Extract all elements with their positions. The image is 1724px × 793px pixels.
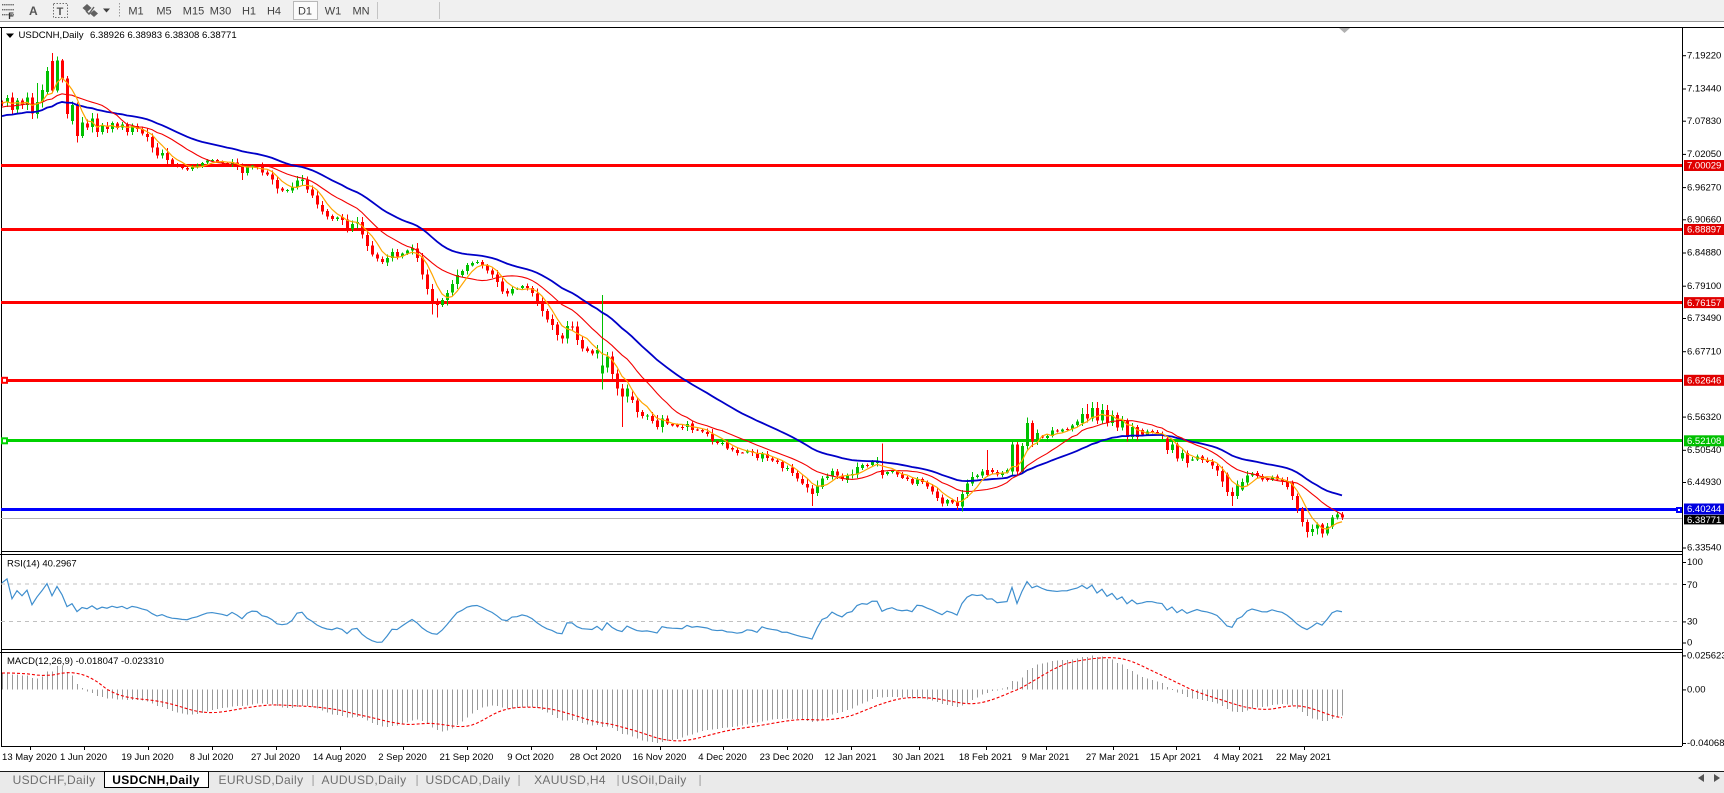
svg-text:0.025623: 0.025623	[1687, 651, 1724, 662]
svg-text:6.62646: 6.62646	[1687, 376, 1721, 387]
svg-text:30: 30	[1687, 617, 1698, 628]
svg-text:6.38926 6.38983 6.38308 6.3877: 6.38926 6.38983 6.38308 6.38771	[90, 30, 237, 41]
svg-text:|: |	[698, 773, 701, 787]
svg-text:4 Dec 2020: 4 Dec 2020	[698, 752, 747, 763]
svg-text:M1: M1	[128, 6, 143, 18]
svg-text:18 Feb 2021: 18 Feb 2021	[959, 752, 1012, 763]
svg-text:|: |	[415, 773, 418, 787]
svg-text:70: 70	[1687, 580, 1698, 591]
svg-text:22 May 2021: 22 May 2021	[1276, 752, 1331, 763]
svg-text:6.88897: 6.88897	[1687, 225, 1721, 236]
svg-text:14 Aug 2020: 14 Aug 2020	[313, 752, 366, 763]
svg-text:XAUUSD,H4: XAUUSD,H4	[534, 773, 606, 787]
svg-text:MACD(12,26,9) -0.018047 -0.023: MACD(12,26,9) -0.018047 -0.023310	[7, 656, 164, 667]
svg-text:0: 0	[1687, 638, 1692, 649]
svg-text:USDCNH,Daily: USDCNH,Daily	[19, 30, 84, 41]
svg-text:RSI(14) 40.2967: RSI(14) 40.2967	[7, 559, 77, 570]
svg-text:23 Dec 2020: 23 Dec 2020	[760, 752, 814, 763]
svg-text:H4: H4	[267, 6, 281, 18]
svg-text:7.13440: 7.13440	[1687, 84, 1721, 95]
svg-text:6.50540: 6.50540	[1687, 445, 1721, 456]
svg-text:6.76157: 6.76157	[1687, 298, 1721, 309]
svg-text:1 Jun 2020: 1 Jun 2020	[60, 752, 107, 763]
svg-text:D1: D1	[298, 6, 312, 18]
svg-text:6.44930: 6.44930	[1687, 477, 1721, 488]
svg-text:15 Apr 2021: 15 Apr 2021	[1150, 752, 1201, 763]
svg-text:9 Mar 2021: 9 Mar 2021	[1021, 752, 1069, 763]
svg-text:6.90660: 6.90660	[1687, 215, 1721, 226]
svg-text:100: 100	[1687, 557, 1703, 568]
svg-text:7.02050: 7.02050	[1687, 149, 1721, 160]
svg-text:USDCNH,Daily: USDCNH,Daily	[112, 773, 200, 787]
svg-text:6.33540: 6.33540	[1687, 543, 1721, 554]
svg-text:21 Sep 2020: 21 Sep 2020	[440, 752, 494, 763]
svg-text:6.52108: 6.52108	[1687, 436, 1721, 447]
svg-text:8 Jul 2020: 8 Jul 2020	[190, 752, 234, 763]
svg-text:6.40244: 6.40244	[1687, 504, 1721, 515]
svg-text:12 Jan 2021: 12 Jan 2021	[824, 752, 876, 763]
svg-text:6.38771: 6.38771	[1687, 515, 1721, 526]
svg-text:W1: W1	[325, 6, 342, 18]
svg-text:9 Oct 2020: 9 Oct 2020	[507, 752, 553, 763]
svg-text:0.00: 0.00	[1687, 685, 1706, 696]
svg-text:6.84880: 6.84880	[1687, 248, 1721, 259]
svg-text:A: A	[29, 4, 38, 18]
svg-text:-0.040687: -0.040687	[1687, 738, 1724, 749]
svg-text:T: T	[57, 6, 64, 18]
svg-text:6.96270: 6.96270	[1687, 182, 1721, 193]
svg-text:M30: M30	[210, 6, 231, 18]
svg-text:F: F	[8, 11, 14, 21]
svg-text:M5: M5	[156, 6, 171, 18]
svg-text:USDCAD,Daily: USDCAD,Daily	[426, 773, 511, 787]
svg-text:6.79100: 6.79100	[1687, 281, 1721, 292]
svg-text:7.07830: 7.07830	[1687, 116, 1721, 127]
svg-text:|: |	[517, 773, 520, 787]
svg-text:6.73490: 6.73490	[1687, 313, 1721, 324]
svg-text:6.67710: 6.67710	[1687, 346, 1721, 357]
svg-text:M15: M15	[183, 6, 204, 18]
svg-text:USDCHF,Daily: USDCHF,Daily	[13, 773, 96, 787]
svg-text:MN: MN	[352, 6, 369, 18]
svg-text:7.19220: 7.19220	[1687, 50, 1721, 61]
svg-text:4 May 2021: 4 May 2021	[1214, 752, 1264, 763]
svg-text:19 Jun 2020: 19 Jun 2020	[121, 752, 173, 763]
svg-text:7.00029: 7.00029	[1687, 161, 1721, 172]
svg-text:28 Oct 2020: 28 Oct 2020	[570, 752, 622, 763]
svg-text:27 Mar 2021: 27 Mar 2021	[1086, 752, 1139, 763]
svg-text:13 May 2020: 13 May 2020	[2, 752, 57, 763]
svg-text:USOil,Daily: USOil,Daily	[621, 773, 686, 787]
svg-text:AUDUSD,Daily: AUDUSD,Daily	[322, 773, 407, 787]
svg-text:H1: H1	[242, 6, 256, 18]
svg-text:6.56320: 6.56320	[1687, 412, 1721, 423]
svg-text:|: |	[616, 773, 619, 787]
svg-text:|: |	[311, 773, 314, 787]
svg-text:2 Sep 2020: 2 Sep 2020	[378, 752, 427, 763]
svg-text:16 Nov 2020: 16 Nov 2020	[633, 752, 687, 763]
svg-text:30 Jan 2021: 30 Jan 2021	[892, 752, 944, 763]
svg-text:EURUSD,Daily: EURUSD,Daily	[219, 773, 304, 787]
svg-text:27 Jul 2020: 27 Jul 2020	[251, 752, 300, 763]
